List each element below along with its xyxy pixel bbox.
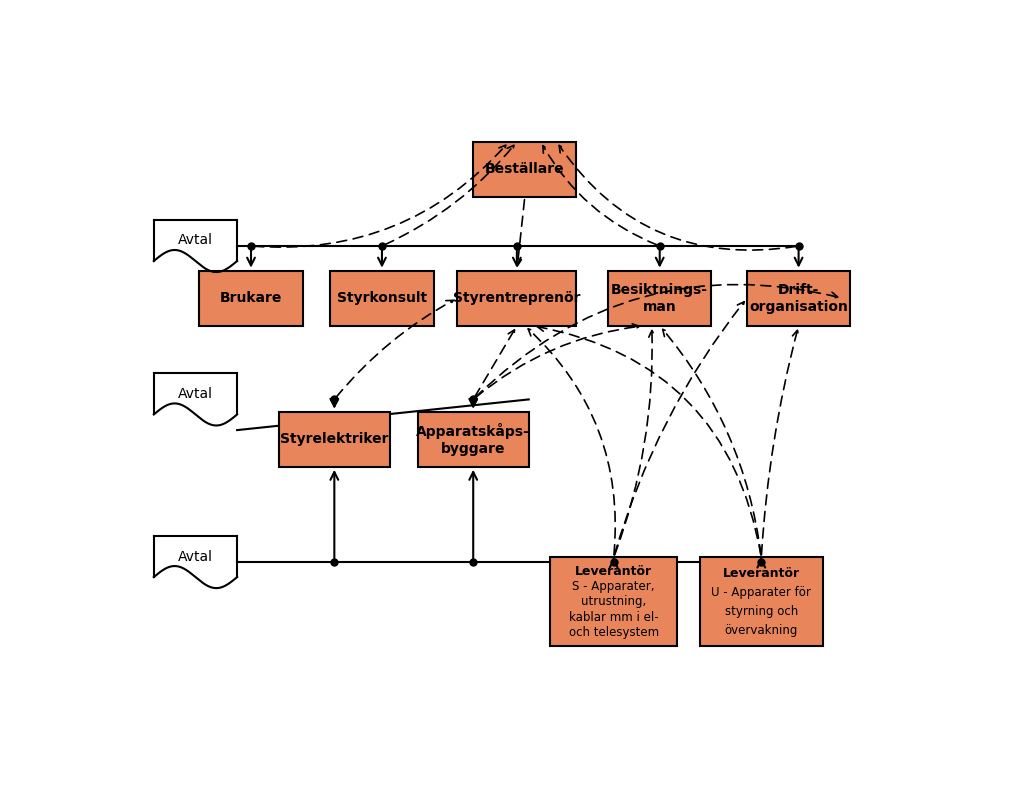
Text: styrning och: styrning och xyxy=(725,605,798,618)
FancyBboxPatch shape xyxy=(418,412,528,467)
FancyArrowPatch shape xyxy=(610,559,617,567)
FancyArrowPatch shape xyxy=(515,200,524,266)
Text: Styrelektriker: Styrelektriker xyxy=(281,432,388,446)
Text: Avtal: Avtal xyxy=(178,234,213,248)
FancyArrowPatch shape xyxy=(247,249,255,265)
Text: U - Apparater för: U - Apparater för xyxy=(712,586,811,599)
Text: S - Apparater,: S - Apparater, xyxy=(572,580,655,593)
FancyArrowPatch shape xyxy=(762,330,799,555)
Text: Leverantör: Leverantör xyxy=(575,565,652,578)
Text: utrustning,: utrustning, xyxy=(581,595,646,608)
Polygon shape xyxy=(154,220,238,272)
Text: kablar mm i el-: kablar mm i el- xyxy=(569,611,658,623)
Text: Drift-
organisation: Drift- organisation xyxy=(750,282,848,314)
FancyArrowPatch shape xyxy=(475,330,514,397)
FancyBboxPatch shape xyxy=(699,557,823,646)
Text: övervakning: övervakning xyxy=(725,624,798,637)
FancyBboxPatch shape xyxy=(279,412,390,467)
FancyBboxPatch shape xyxy=(608,270,712,326)
FancyArrowPatch shape xyxy=(254,145,506,247)
FancyArrowPatch shape xyxy=(655,249,664,265)
FancyArrowPatch shape xyxy=(538,324,761,555)
FancyArrowPatch shape xyxy=(528,329,615,555)
FancyArrowPatch shape xyxy=(469,398,477,406)
FancyArrowPatch shape xyxy=(513,249,521,265)
Polygon shape xyxy=(154,536,238,588)
FancyArrowPatch shape xyxy=(543,146,657,245)
FancyArrowPatch shape xyxy=(469,472,477,559)
Text: och telesystem: och telesystem xyxy=(568,626,658,638)
FancyArrowPatch shape xyxy=(663,329,761,555)
Polygon shape xyxy=(154,373,238,426)
FancyArrowPatch shape xyxy=(378,249,386,265)
FancyBboxPatch shape xyxy=(473,142,577,197)
Text: Styrkonsult: Styrkonsult xyxy=(337,291,427,305)
FancyArrowPatch shape xyxy=(614,302,744,555)
FancyArrowPatch shape xyxy=(758,559,765,567)
FancyArrowPatch shape xyxy=(331,398,338,406)
FancyBboxPatch shape xyxy=(200,270,303,326)
Text: Avtal: Avtal xyxy=(178,387,213,401)
Text: Leverantör: Leverantör xyxy=(723,567,800,580)
Text: Besiktnings-
man: Besiktnings- man xyxy=(611,282,709,314)
FancyBboxPatch shape xyxy=(331,270,433,326)
FancyArrowPatch shape xyxy=(384,145,514,245)
Text: Avtal: Avtal xyxy=(178,549,213,563)
FancyBboxPatch shape xyxy=(550,557,677,646)
FancyBboxPatch shape xyxy=(748,270,850,326)
FancyArrowPatch shape xyxy=(475,324,639,398)
FancyArrowPatch shape xyxy=(331,472,338,559)
FancyArrowPatch shape xyxy=(614,331,655,555)
FancyArrowPatch shape xyxy=(559,146,796,250)
FancyArrowPatch shape xyxy=(336,300,454,397)
Text: Styrentreprenör: Styrentreprenör xyxy=(453,291,581,305)
FancyArrowPatch shape xyxy=(475,285,838,398)
Text: Beställare: Beställare xyxy=(485,163,564,176)
FancyBboxPatch shape xyxy=(458,270,577,326)
Text: Brukare: Brukare xyxy=(220,291,283,305)
Text: Apparatskåps-
byggare: Apparatskåps- byggare xyxy=(417,422,530,456)
FancyArrowPatch shape xyxy=(795,249,803,265)
